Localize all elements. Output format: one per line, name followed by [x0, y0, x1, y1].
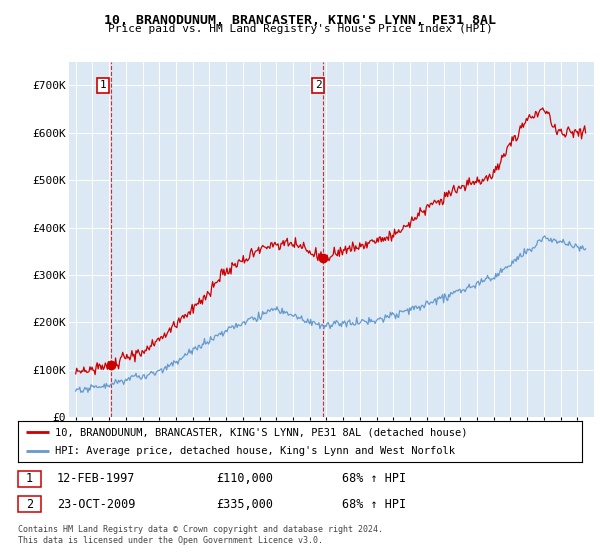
Text: £335,000: £335,000 [216, 497, 273, 511]
Text: 1: 1 [100, 80, 106, 90]
Text: 23-OCT-2009: 23-OCT-2009 [57, 497, 136, 511]
Text: 1: 1 [26, 472, 33, 486]
Text: Price paid vs. HM Land Registry's House Price Index (HPI): Price paid vs. HM Land Registry's House … [107, 24, 493, 34]
Text: 68% ↑ HPI: 68% ↑ HPI [342, 497, 406, 511]
Text: HPI: Average price, detached house, King's Lynn and West Norfolk: HPI: Average price, detached house, King… [55, 446, 455, 456]
Text: Contains HM Land Registry data © Crown copyright and database right 2024.
This d: Contains HM Land Registry data © Crown c… [18, 525, 383, 545]
Text: £110,000: £110,000 [216, 472, 273, 486]
Text: 12-FEB-1997: 12-FEB-1997 [57, 472, 136, 486]
Text: 10, BRANODUNUM, BRANCASTER, KING'S LYNN, PE31 8AL (detached house): 10, BRANODUNUM, BRANCASTER, KING'S LYNN,… [55, 427, 467, 437]
Text: 68% ↑ HPI: 68% ↑ HPI [342, 472, 406, 486]
Text: 2: 2 [315, 80, 322, 90]
Text: 2: 2 [26, 497, 33, 511]
Text: 10, BRANODUNUM, BRANCASTER, KING'S LYNN, PE31 8AL: 10, BRANODUNUM, BRANCASTER, KING'S LYNN,… [104, 14, 496, 27]
